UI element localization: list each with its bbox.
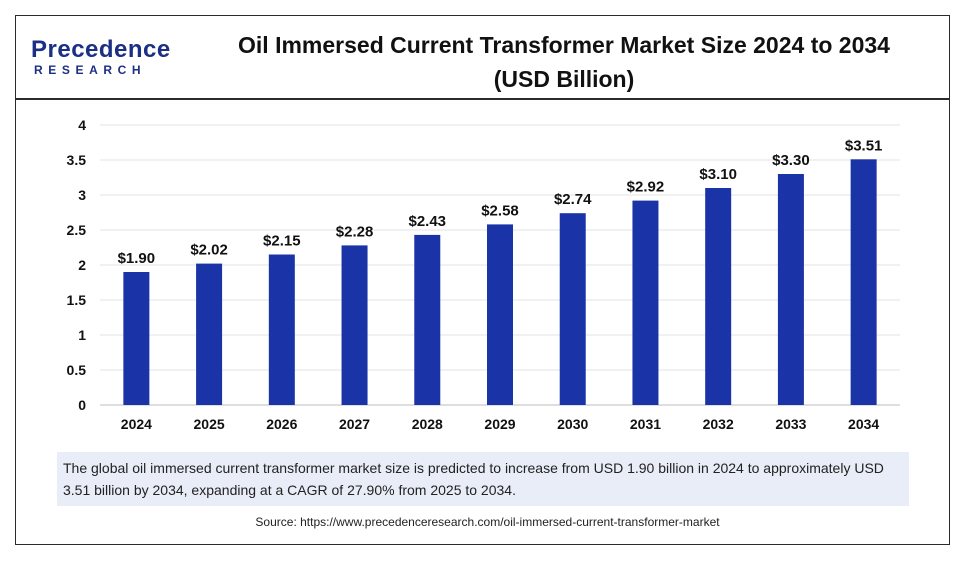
bar [850, 159, 877, 405]
bar [705, 188, 732, 405]
logo-subtitle: RESEARCH [34, 63, 147, 77]
x-tick-label: 2026 [266, 416, 297, 432]
y-tick-label: 2 [78, 257, 86, 273]
data-label: $2.02 [190, 242, 228, 259]
x-tick-label: 2027 [339, 416, 370, 432]
bar [414, 234, 441, 405]
data-label: $2.15 [263, 233, 301, 250]
data-label: $3.10 [699, 166, 737, 183]
y-tick-label: 0 [78, 397, 86, 413]
data-label: $3.30 [772, 152, 810, 169]
header-divider [15, 98, 950, 100]
logo-wordmark: Precedence [31, 36, 171, 63]
y-tick-label: 1.5 [67, 292, 87, 308]
x-tick-label: 2029 [484, 416, 515, 432]
y-tick-label: 3 [78, 187, 86, 203]
x-tick-label: 2032 [703, 416, 734, 432]
y-tick-label: 3.5 [67, 152, 87, 168]
bar [777, 174, 804, 405]
data-label: $2.92 [627, 179, 665, 196]
y-tick-label: 2.5 [67, 222, 87, 238]
chart-title-line2: (USD Billion) [493, 66, 635, 92]
data-label: $3.51 [845, 137, 883, 154]
chart-frame [15, 15, 950, 545]
description-text: The global oil immersed current transfor… [63, 460, 884, 498]
data-label: $2.58 [481, 202, 519, 219]
x-tick-label: 2030 [557, 416, 588, 432]
chart-title-line1: Oil Immersed Current Transformer Market … [238, 32, 890, 58]
bar [559, 213, 586, 405]
bar [341, 245, 368, 405]
source-text: Source: https://www.precedenceresearch.c… [255, 515, 720, 529]
bar [487, 224, 513, 405]
bar [196, 263, 223, 405]
bar [123, 272, 150, 405]
bar [268, 254, 295, 405]
bar [632, 200, 659, 405]
x-tick-label: 2034 [848, 416, 879, 432]
x-tick-label: 2033 [775, 416, 806, 432]
precedence-research-logo: Precedence RESEARCH [31, 36, 181, 86]
data-label: $2.43 [408, 213, 446, 230]
y-tick-label: 1 [78, 327, 86, 343]
x-tick-label: 2025 [194, 416, 225, 432]
x-tick-label: 2024 [121, 416, 152, 432]
data-label: $1.90 [118, 250, 156, 267]
y-tick-label: 4 [78, 117, 86, 133]
chart-title: Oil Immersed Current Transformer Market … [200, 28, 928, 96]
x-tick-label: 2028 [412, 416, 443, 432]
y-tick-label: 0.5 [67, 362, 87, 378]
data-label: $2.28 [336, 223, 374, 240]
description-box: The global oil immersed current transfor… [57, 452, 909, 506]
data-label: $2.74 [554, 191, 592, 208]
x-tick-label: 2031 [630, 416, 661, 432]
